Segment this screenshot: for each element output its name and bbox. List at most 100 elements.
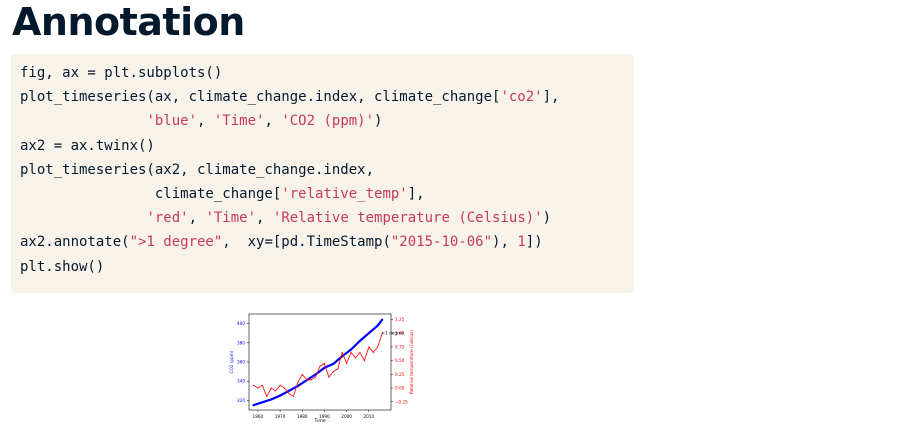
code-token: plot_timeseries(ax2, climate_change.inde… [20,161,375,178]
series-point [323,362,326,364]
code-string: 'blue' [146,113,198,130]
y2-tick-label: 1.25 [395,317,405,322]
series-point [368,346,370,348]
series-point [337,368,339,370]
x-axis-label: Time [313,418,325,424]
code-number: 1 [517,234,526,251]
series-point [332,362,335,366]
series-point [270,398,273,401]
code-string: 'red' [146,210,189,227]
chart-container: 1960 1970 1980 1990 2000 2010 320 340 360 380 400 −… [225,309,425,425]
y2-tick-label: 0.25 [395,372,405,377]
series-point [359,351,361,353]
series-point [332,371,334,373]
code-token: , [188,210,206,227]
code-string: 'Time' [213,113,265,130]
series-point [301,373,303,375]
code-line: plt.show() [20,255,634,279]
series-line-co2 [253,319,384,407]
plot-frame [248,313,392,411]
series-point [349,348,353,351]
y2-tick-label: −0.25 [395,399,408,404]
code-token: ax2 = ax.twinx() [20,137,155,154]
code-token [20,210,146,226]
series-point [341,351,343,353]
series-point [314,376,317,378]
code-token: ], [542,89,560,106]
series-point [257,387,259,389]
code-line: ax2.annotate(">1 degree", xy=[pd.TimeSta… [20,230,634,254]
series-point [354,357,357,359]
series-point [363,360,365,362]
y-tick-label: 380 [237,340,245,345]
code-token: plt.show() [20,258,105,275]
code-line: ax2 = ax.twinx() [20,134,634,158]
series-point [287,389,291,392]
series-point [367,332,370,335]
code-line: 'red', 'Time', 'Relative temperature (Ce… [20,206,634,230]
x-tick-label: 2000 [341,414,352,419]
code-token: fig, ax = plt.subplots() [20,65,223,81]
code-string: 'relative_temp' [281,185,408,202]
code-token: ], [407,185,425,202]
code-block: fig, ax = plt.subplots() plot_timeseries(… [11,54,634,293]
series-point [319,365,321,367]
series-point [381,318,384,321]
code-token: climate_change[ [20,185,282,202]
x-tick-label: 1980 [297,414,308,419]
code-line: plot_timeseries(ax, climate_change.index… [20,85,634,109]
code-token: , [197,113,214,130]
y2-tick-label: 0.50 [395,358,405,363]
code-line: climate_change['relative_temp'], [20,182,634,206]
y-tick-label: 360 [237,360,245,365]
code-token [20,113,146,129]
code-string: 'co2' [500,89,543,106]
series-point [292,395,294,397]
series-point [372,351,374,353]
series-point [306,379,308,381]
code-token: , [264,113,282,130]
y2-tick-label: 1.00 [395,331,405,336]
code-token: ), [492,234,518,251]
x-tick-label: 1960 [253,414,264,419]
code-string: 'CO2 (ppm)' [281,113,375,130]
code-string: "2015-10-06" [390,234,493,251]
code-line: plot_timeseries(ax2, climate_change.inde… [20,158,634,182]
climate-chart: 1960 1970 1980 1990 2000 2010 320 340 360 380 400 −… [229,313,414,424]
code-token: ) [542,210,552,227]
y2-tick-label: 0.00 [395,386,405,391]
code-line: fig, ax = plt.subplots() [20,61,634,85]
y2-axis-label: Relative temperature (Celsius) [409,330,414,394]
series-point [310,379,312,381]
code-token: ]) [525,234,543,251]
y-tick-label: 400 [237,321,245,326]
code-token: , [256,210,273,227]
series-point [275,390,277,392]
code-token: ) [374,113,383,130]
page-title: Annotation [12,0,245,44]
series-point [297,381,299,384]
x-tick-label: 1990 [319,414,330,419]
code-token: , xy=[pd.TimeStamp( [222,234,391,251]
series-point [376,324,379,327]
y-tick-label: 340 [237,379,245,384]
y2-tick-label: 0.75 [395,344,405,349]
series-point [270,387,272,389]
code-string: 'Time' [205,210,257,227]
series-point [381,332,383,334]
code-string: ">1 degree" [129,234,223,251]
x-tick-label: 1970 [275,414,286,419]
chart-annotation: >1 degree [382,331,405,336]
series-point [279,384,281,386]
y-axis-label: CO2 (ppm) [229,350,234,373]
series-point [350,351,352,353]
series-point [278,394,282,397]
series-point [377,346,379,348]
y-tick-label: 320 [237,398,245,403]
series-line-relative-temp [253,333,383,397]
series-point [328,376,330,378]
series-point [252,384,255,386]
series-point [323,366,326,369]
series-point [288,392,290,395]
code-token: plot_timeseries(ax, climate_change.index… [20,89,501,106]
